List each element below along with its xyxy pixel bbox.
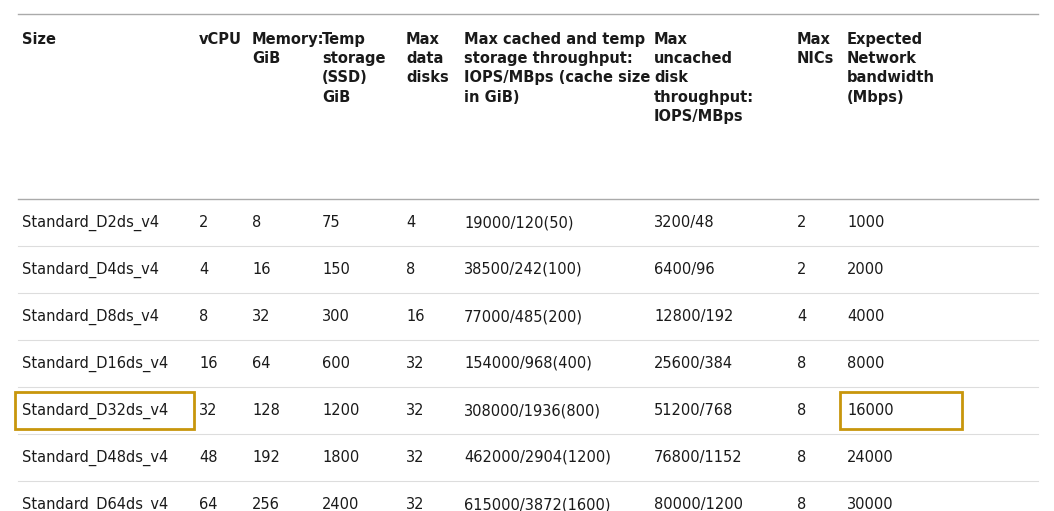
Text: 4000: 4000 — [847, 309, 884, 324]
Text: 2: 2 — [797, 262, 806, 277]
Text: 8: 8 — [797, 403, 806, 418]
Text: 8: 8 — [797, 497, 806, 511]
Text: 256: 256 — [252, 497, 280, 511]
Text: 32: 32 — [406, 403, 425, 418]
Text: Standard_D32ds_v4: Standard_D32ds_v4 — [22, 402, 169, 419]
Text: Max
uncached
disk
throughput:
IOPS/MBps: Max uncached disk throughput: IOPS/MBps — [653, 32, 754, 124]
Text: 8: 8 — [199, 309, 209, 324]
Text: 75: 75 — [323, 215, 340, 230]
Text: 2: 2 — [797, 215, 806, 230]
Text: 16: 16 — [406, 309, 425, 324]
Text: 32: 32 — [199, 403, 217, 418]
Text: 2400: 2400 — [323, 497, 359, 511]
Text: 154000/968(400): 154000/968(400) — [464, 356, 592, 371]
Text: 8: 8 — [797, 356, 806, 371]
Text: 51200/768: 51200/768 — [653, 403, 734, 418]
Text: 25600/384: 25600/384 — [653, 356, 734, 371]
Text: Expected
Network
bandwidth
(Mbps): Expected Network bandwidth (Mbps) — [847, 32, 935, 105]
Text: 8000: 8000 — [847, 356, 884, 371]
Text: Standard_D4ds_v4: Standard_D4ds_v4 — [22, 262, 159, 277]
Text: 12800/192: 12800/192 — [653, 309, 734, 324]
Text: 64: 64 — [252, 356, 271, 371]
Text: 32: 32 — [406, 450, 425, 465]
Text: 3200/48: 3200/48 — [653, 215, 715, 230]
Text: Standard_D2ds_v4: Standard_D2ds_v4 — [22, 215, 159, 230]
Text: Size: Size — [22, 32, 56, 47]
Text: 1800: 1800 — [323, 450, 359, 465]
Text: 150: 150 — [323, 262, 350, 277]
Text: 48: 48 — [199, 450, 217, 465]
Text: 4: 4 — [797, 309, 806, 324]
Text: 600: 600 — [323, 356, 350, 371]
Text: vCPU: vCPU — [199, 32, 242, 47]
Text: 2000: 2000 — [847, 262, 884, 277]
Text: 64: 64 — [199, 497, 217, 511]
Text: 16000: 16000 — [847, 403, 894, 418]
Text: 16: 16 — [199, 356, 217, 371]
Text: 76800/1152: 76800/1152 — [653, 450, 743, 465]
Text: 19000/120(50): 19000/120(50) — [464, 215, 573, 230]
Text: Standard_D16ds_v4: Standard_D16ds_v4 — [22, 355, 169, 371]
Text: 4: 4 — [406, 215, 415, 230]
Text: Max
data
disks: Max data disks — [406, 32, 449, 85]
Text: 462000/2904(1200): 462000/2904(1200) — [464, 450, 611, 465]
Bar — [840, 392, 961, 429]
Text: 32: 32 — [406, 497, 425, 511]
Text: Standard_D8ds_v4: Standard_D8ds_v4 — [22, 309, 159, 324]
Text: Standard_D48ds_v4: Standard_D48ds_v4 — [22, 449, 169, 466]
Text: Max cached and temp
storage throughput:
IOPS/MBps (cache size
in GiB): Max cached and temp storage throughput: … — [464, 32, 650, 105]
Text: 24000: 24000 — [847, 450, 894, 465]
Text: 8: 8 — [797, 450, 806, 465]
Text: 4: 4 — [199, 262, 209, 277]
Text: 32: 32 — [406, 356, 425, 371]
Text: 128: 128 — [252, 403, 280, 418]
Text: 615000/3872(1600): 615000/3872(1600) — [464, 497, 610, 511]
Text: Standard_D64ds_v4: Standard_D64ds_v4 — [22, 496, 169, 511]
Text: 8: 8 — [252, 215, 261, 230]
Text: 8: 8 — [406, 262, 415, 277]
Text: 16: 16 — [252, 262, 271, 277]
Text: 30000: 30000 — [847, 497, 894, 511]
Text: 77000/485(200): 77000/485(200) — [464, 309, 583, 324]
Text: Temp
storage
(SSD)
GiB: Temp storage (SSD) GiB — [323, 32, 386, 105]
Text: 2: 2 — [199, 215, 209, 230]
Bar — [15, 392, 194, 429]
Text: Memory:
GiB: Memory: GiB — [252, 32, 325, 66]
Text: 1200: 1200 — [323, 403, 359, 418]
Text: 1000: 1000 — [847, 215, 884, 230]
Text: 6400/96: 6400/96 — [653, 262, 715, 277]
Text: 308000/1936(800): 308000/1936(800) — [464, 403, 601, 418]
Text: 80000/1200: 80000/1200 — [653, 497, 743, 511]
Text: Max
NICs: Max NICs — [797, 32, 835, 66]
Text: 300: 300 — [323, 309, 350, 324]
Text: 32: 32 — [252, 309, 271, 324]
Text: 38500/242(100): 38500/242(100) — [464, 262, 583, 277]
Text: 192: 192 — [252, 450, 280, 465]
